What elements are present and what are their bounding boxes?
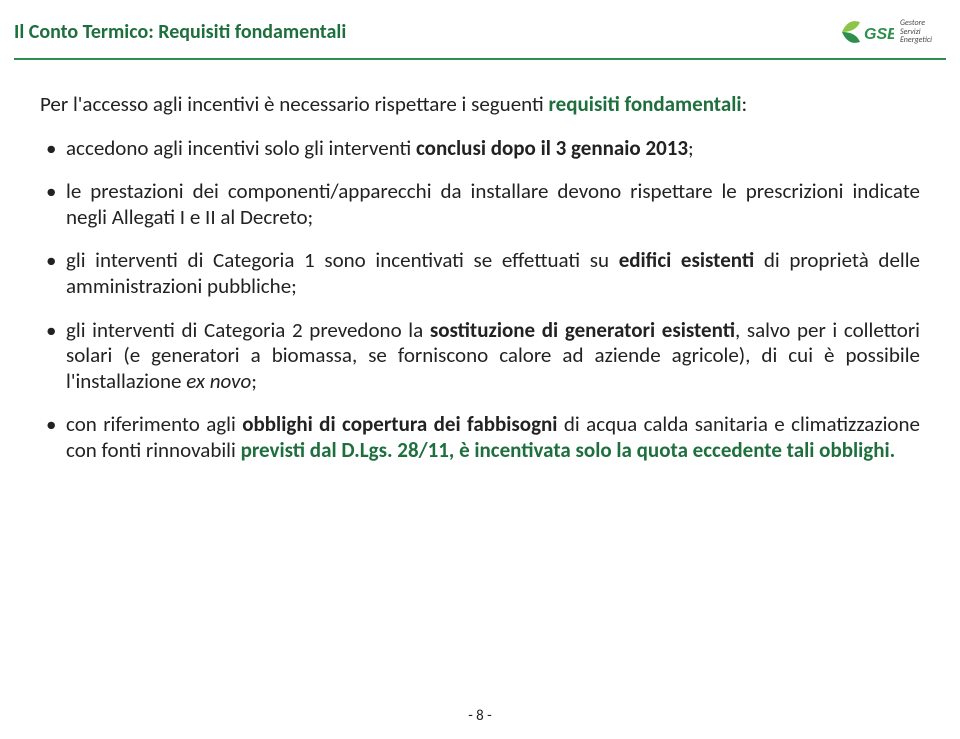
gse-logo-text: Gestore Servizi Energetici — [900, 19, 932, 45]
title-part2: Requisiti fondamentali — [158, 20, 346, 44]
slide-header: Il Conto Termico: Requisiti fondamentali… — [0, 0, 960, 58]
bullet-item: con riferimento agli obblighi di copertu… — [40, 412, 920, 463]
intro-accent: requisiti fondamentali — [548, 91, 741, 117]
gse-logo: GSE Gestore Servizi Energetici — [836, 12, 932, 52]
intro-text: Per l'accesso agli incentivi è necessari… — [40, 92, 920, 118]
slide-body: Per l'accesso agli incentivi è necessari… — [0, 60, 960, 464]
bullet-text-part: previsti dal D.Lgs. 28/11, è incentivata… — [241, 437, 896, 463]
bullet-text-part: ex novo — [186, 368, 251, 394]
slide-title: Il Conto Termico: Requisiti fondamentali — [14, 20, 346, 44]
bullet-text-part: conclusi dopo il 3 gennaio 2013 — [416, 135, 688, 161]
logo-big-text: GSE — [864, 26, 894, 43]
bullet-item: accedono agli incentivi solo gli interve… — [40, 136, 920, 162]
bullet-text-part: obblighi di copertura dei fabbisogni — [242, 411, 557, 437]
bullet-item: gli interventi di Categoria 2 prevedono … — [40, 318, 920, 395]
bullet-text-part: accedono agli incentivi solo gli interve… — [66, 135, 416, 161]
bullet-list: accedono agli incentivi solo gli interve… — [40, 136, 920, 464]
bullet-text-part: gli interventi di Categoria 1 sono incen… — [66, 247, 619, 273]
bullet-text-part: ; — [251, 368, 257, 394]
bullet-text-part: edifici esistenti — [619, 247, 754, 273]
logo-line3: Energetici — [900, 36, 932, 45]
bullet-item: gli interventi di Categoria 1 sono incen… — [40, 248, 920, 299]
bullet-text-part: ; — [688, 135, 694, 161]
title-part1: Il Conto Termico: — [14, 20, 158, 44]
intro-pre: Per l'accesso agli incentivi è necessari… — [40, 91, 548, 117]
bullet-text-part: le prestazioni dei componenti/apparecchi… — [66, 178, 920, 230]
bullet-text-part: gli interventi di Categoria 2 prevedono … — [66, 317, 430, 343]
bullet-item: le prestazioni dei componenti/apparecchi… — [40, 179, 920, 230]
bullet-text-part: sostituzione di generatori esistenti — [430, 317, 735, 343]
bullet-text-part: con riferimento agli — [66, 411, 242, 437]
gse-logo-icon: GSE — [836, 12, 894, 52]
intro-post: : — [742, 91, 748, 117]
page-number: - 8 - — [0, 707, 960, 725]
